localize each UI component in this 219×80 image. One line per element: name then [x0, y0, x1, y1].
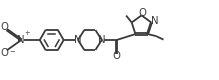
- Text: −: −: [10, 49, 15, 55]
- Text: N: N: [18, 35, 25, 45]
- Text: N: N: [98, 35, 106, 45]
- Text: N: N: [151, 16, 159, 26]
- Text: O: O: [138, 8, 146, 18]
- Text: +: +: [24, 30, 30, 36]
- Text: N: N: [74, 35, 82, 45]
- Text: O: O: [1, 22, 9, 32]
- Text: O: O: [1, 48, 9, 58]
- Text: O: O: [113, 51, 121, 61]
